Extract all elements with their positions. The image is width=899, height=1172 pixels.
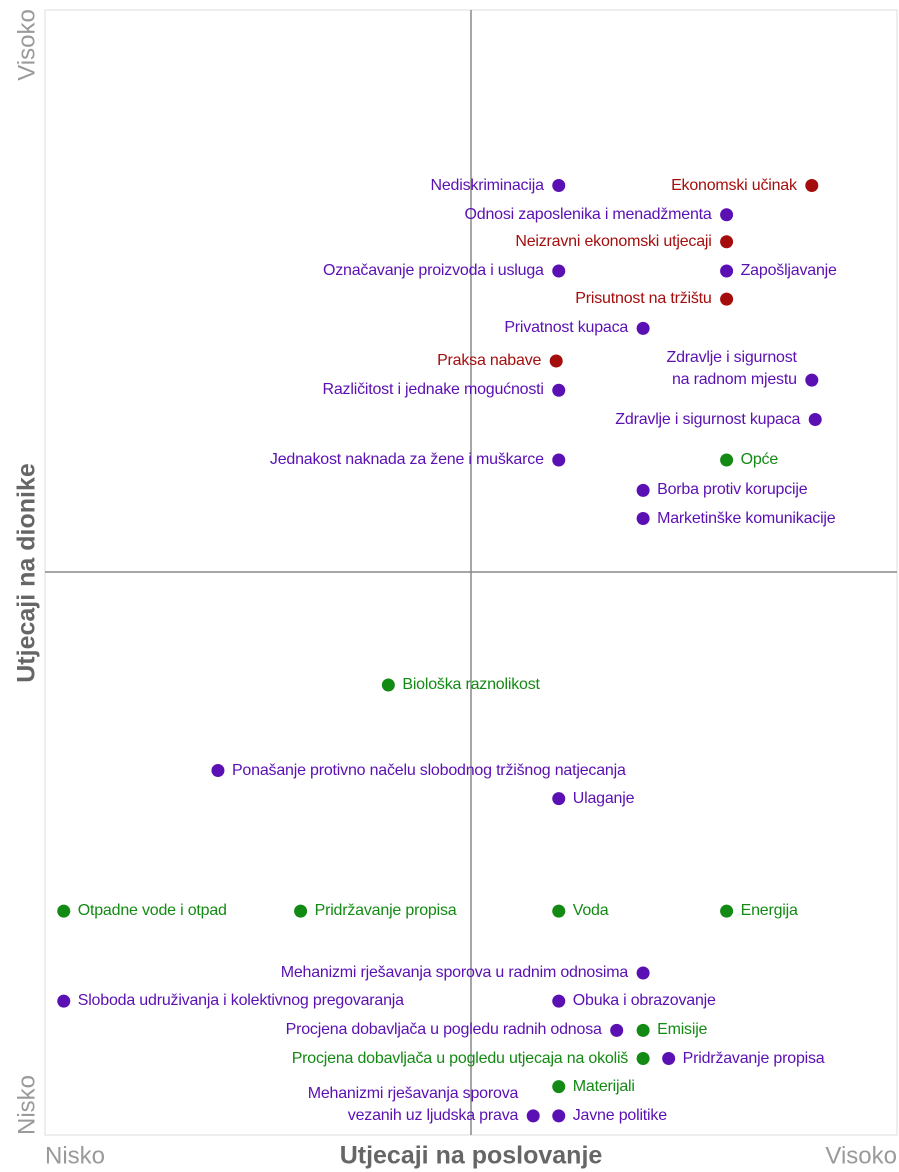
- point: [720, 904, 734, 918]
- point-label: Procjena dobavljača u pogledu radnih odn…: [285, 1021, 602, 1039]
- y-high-label: Visoko: [13, 9, 40, 81]
- point: [552, 383, 566, 397]
- point: [636, 512, 650, 525]
- point: [636, 483, 650, 497]
- point: [552, 179, 566, 192]
- point: [808, 413, 822, 426]
- point-label: Materijali: [572, 1077, 635, 1095]
- point-label: Pridržavanje propisa: [314, 902, 457, 920]
- point: [720, 453, 734, 467]
- point: [662, 1052, 676, 1065]
- x-high-label: Visoko: [825, 1142, 897, 1169]
- point-label: Ekonomski učinak: [671, 176, 797, 194]
- point: [381, 678, 395, 692]
- y-axis-title: Utjecaji na dionike: [13, 463, 41, 683]
- point-label: Opće: [740, 451, 779, 468]
- point-label: Različitost i jednake mogućnosti: [322, 381, 544, 399]
- x-axis-title: Utjecaji na poslovanje: [340, 1142, 603, 1170]
- point: [526, 1109, 540, 1123]
- point-label: Emisije: [657, 1021, 708, 1039]
- point: [552, 792, 566, 806]
- point-label: Ulaganje: [572, 789, 635, 807]
- point: [211, 764, 225, 777]
- point-label: Energija: [740, 902, 798, 920]
- point: [552, 904, 566, 918]
- point-label: Obuka i obrazovanje: [572, 992, 716, 1010]
- point: [552, 1109, 566, 1123]
- point-label: Ponašanje protivno načelu slobodnog trži…: [231, 761, 626, 779]
- point-label: Zapošljavanje: [740, 262, 837, 279]
- point: [805, 179, 819, 192]
- y-low-label: Nisko: [13, 1075, 40, 1135]
- point-label: Otpadne vode i otpad: [77, 902, 227, 920]
- point: [805, 373, 819, 387]
- point-label: Marketinške komunikacije: [657, 509, 836, 527]
- point-label: Nediskriminacija: [430, 176, 544, 194]
- point-label: Sloboda udruživanja i kolektivnog pregov…: [77, 992, 404, 1010]
- point: [720, 292, 734, 306]
- point: [57, 994, 71, 1008]
- point-label: Označavanje proizvoda i usluga: [322, 262, 544, 279]
- point-label: Odnosi zaposlenika i menadžmenta: [464, 205, 712, 223]
- point-label: Praksa nabave: [437, 352, 542, 369]
- point-label: Procjena dobavljača u pogledu utjecaja n…: [291, 1049, 629, 1067]
- point: [552, 453, 566, 467]
- point-label: Prisutnost na tržištu: [575, 290, 712, 308]
- point-label: Jednakost naknada za žene i muškarce: [269, 451, 544, 468]
- point: [636, 321, 650, 335]
- x-low-label: Nisko: [45, 1142, 105, 1169]
- point: [610, 1023, 624, 1037]
- point: [720, 235, 734, 249]
- point: [552, 264, 566, 278]
- point: [552, 994, 566, 1008]
- point-label: Pridržavanje propisa: [682, 1049, 825, 1067]
- point: [294, 904, 308, 918]
- point: [549, 354, 563, 368]
- point: [636, 966, 650, 980]
- point-label: Zdravlje i sigurnost na radnom mjestu: [666, 349, 797, 389]
- point-label: Neizravni ekonomski utjecaji: [515, 232, 712, 250]
- point: [636, 1023, 650, 1037]
- point-label: Mehanizmi rješavanja sporova vezanih uz …: [307, 1084, 519, 1124]
- point: [720, 264, 734, 278]
- point-label: Biološka raznolikost: [402, 676, 540, 693]
- point: [636, 1052, 650, 1065]
- point: [552, 1080, 566, 1094]
- point-label: Mehanizmi rješavanja sporova u radnim od…: [280, 964, 629, 981]
- point-label: Voda: [572, 902, 609, 920]
- point-label: Javne politike: [572, 1106, 667, 1124]
- point-label: Zdravlje i sigurnost kupaca: [615, 410, 801, 428]
- point-label: Borba protiv korupcije: [657, 481, 808, 499]
- point-label: Privatnost kupaca: [504, 319, 629, 337]
- point: [57, 904, 71, 918]
- point: [720, 208, 734, 222]
